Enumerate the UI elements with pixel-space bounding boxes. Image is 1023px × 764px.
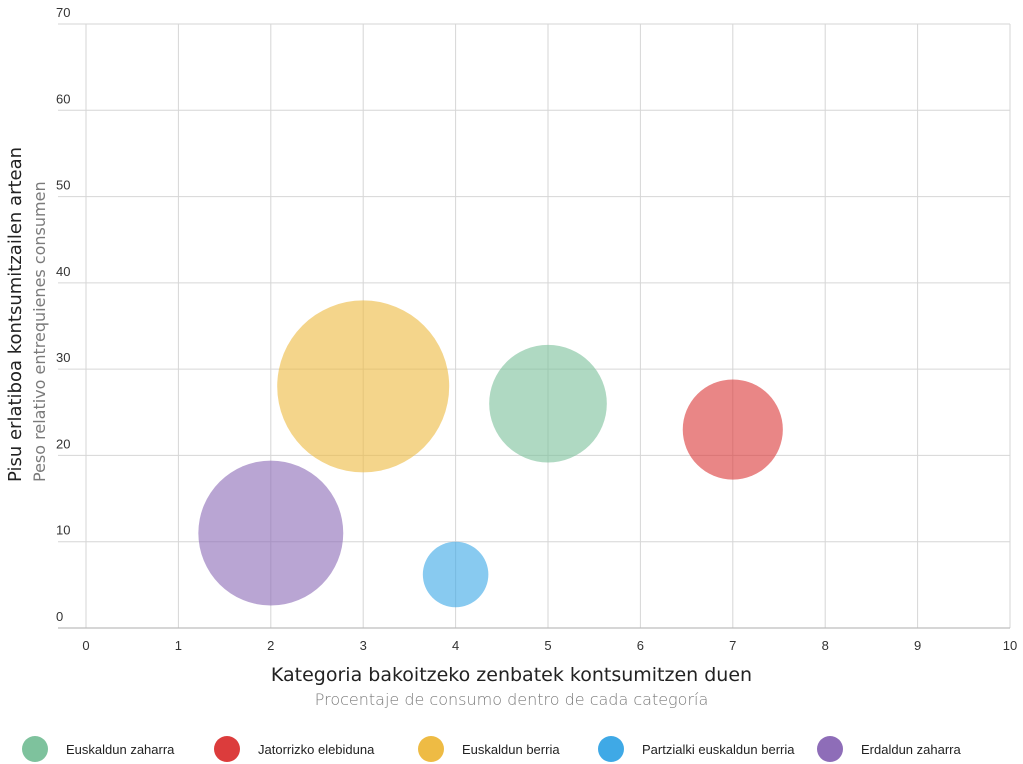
y-tick-label: 70 [56, 5, 70, 20]
legend-swatch [817, 736, 843, 762]
legend-swatch [418, 736, 444, 762]
legend-item-jatorrizko-elebiduna[interactable]: Jatorrizko elebiduna [214, 734, 374, 764]
legend-item-euskaldun-berria[interactable]: Euskaldun berria [418, 734, 560, 764]
x-tick-label: 3 [360, 638, 367, 653]
x-tick-label: 10 [1003, 638, 1017, 653]
legend-label: Euskaldun zaharra [66, 741, 175, 757]
x-tick-label: 2 [267, 638, 274, 653]
y-tick-label: 60 [56, 91, 70, 106]
legend: Euskaldun zaharra Jatorrizko elebiduna E… [0, 734, 1023, 764]
y-tick-label: 50 [56, 178, 70, 193]
y-tick-label: 10 [56, 523, 70, 538]
y-tick-label: 30 [56, 350, 70, 365]
bubble-jatorrizko-elebiduna[interactable] [682, 379, 783, 480]
legend-item-partzialki-euskaldun-berria[interactable]: Partzialki euskaldun berria [598, 734, 794, 764]
legend-swatch [598, 736, 624, 762]
y-tick-label: 40 [56, 264, 70, 279]
y-tick-label: 0 [56, 609, 63, 624]
legend-swatch [22, 736, 48, 762]
legend-label: Partzialki euskaldun berria [642, 741, 795, 757]
x-tick-label: 8 [822, 638, 829, 653]
bubble-euskaldun-zaharra[interactable] [489, 344, 607, 463]
bubble-partzialki-euskaldun-berria[interactable] [422, 541, 489, 608]
bubble-euskaldun-berria[interactable] [277, 300, 450, 473]
y-axis-title: Pisu erlatiboa kontsumitzailen artean [5, 146, 26, 482]
legend-label: Jatorrizko elebiduna [258, 741, 375, 757]
x-tick-label: 9 [914, 638, 921, 653]
x-tick-label: 4 [452, 638, 459, 653]
y-tick-label: 20 [56, 436, 70, 451]
bubble-erdaldun-zaharra[interactable] [198, 460, 344, 606]
legend-label: Erdaldun zaharra [861, 741, 961, 757]
legend-item-euskaldun-zaharra[interactable]: Euskaldun zaharra [22, 734, 174, 764]
x-tick-label: 7 [729, 638, 736, 653]
legend-swatch [214, 736, 240, 762]
legend-label: Euskaldun berria [462, 741, 560, 757]
x-axis-subtitle: Procentaje de consumo dentro de cada cat… [314, 690, 709, 709]
x-tick-label: 1 [175, 638, 182, 653]
y-axis-subtitle: Peso relativo entrequienes consumen [30, 181, 49, 482]
x-axis-title: Kategoria bakoitzeko zenbatek kontsumitz… [270, 664, 753, 686]
legend-item-erdaldun-zaharra[interactable]: Erdaldun zaharra [817, 734, 961, 764]
x-tick-label: 5 [544, 638, 551, 653]
x-tick-label: 0 [82, 638, 89, 653]
x-tick-label: 6 [637, 638, 644, 653]
